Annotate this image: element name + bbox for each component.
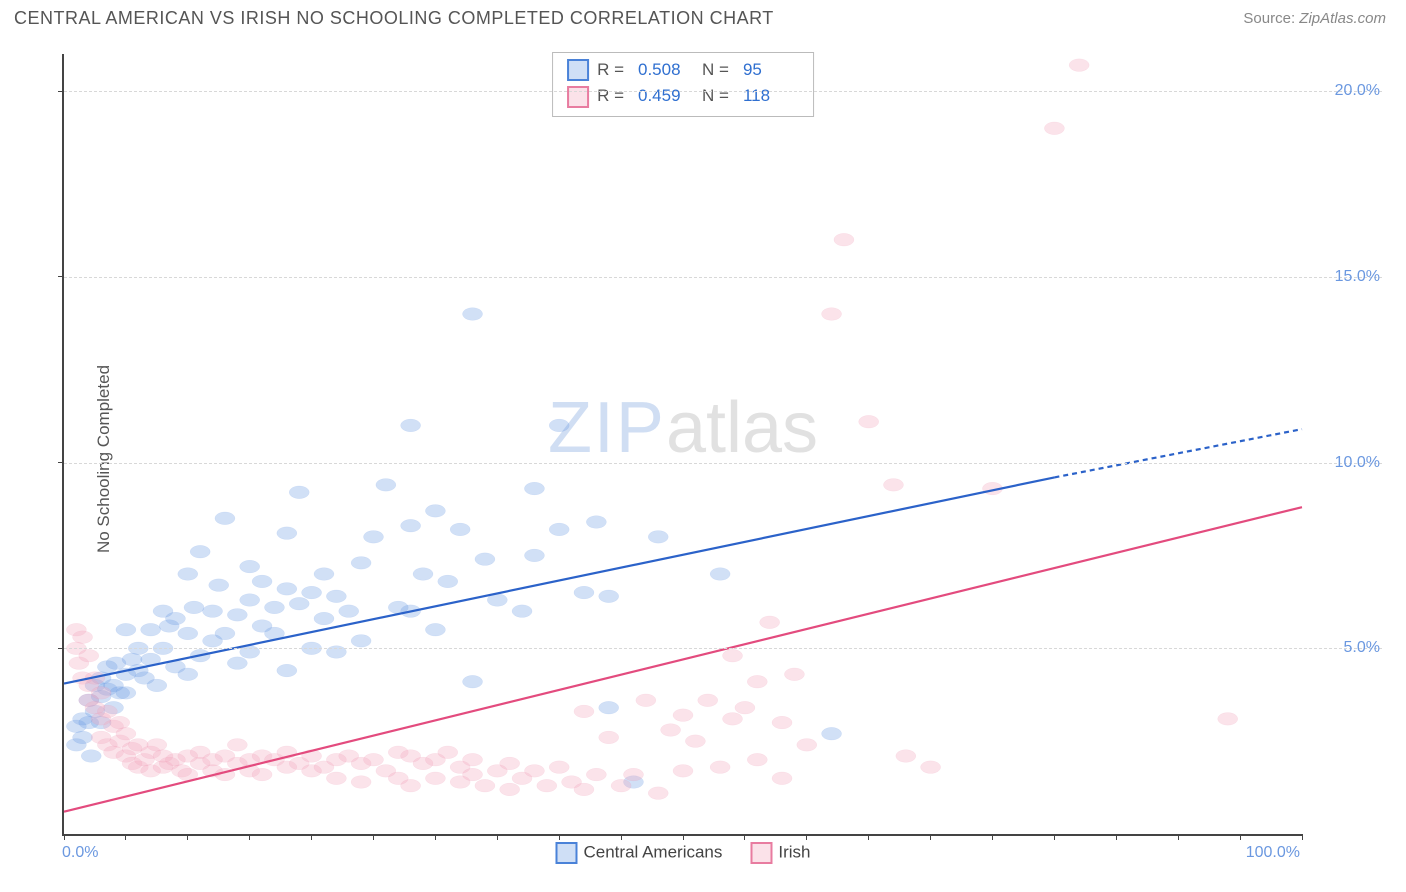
x-tick-label: 0.0% [62,844,98,862]
x-tick-mark [1302,834,1303,840]
x-tick-mark [1054,834,1055,840]
x-tick-mark [249,834,250,840]
x-tick-mark [187,834,188,840]
y-tick-label: 10.0% [1335,454,1380,472]
legend-label: Irish [778,842,810,861]
chart-header: CENTRAL AMERICAN VS IRISH NO SCHOOLING C… [0,0,1406,33]
gridline-h [64,463,1382,464]
source-label: Source: [1243,10,1295,27]
legend-n-value: 118 [743,83,793,109]
series-legend: Central Americans Irish [555,842,810,864]
x-tick-mark [930,834,931,840]
legend-row-irish: R = 0.459 N = 118 [567,83,799,109]
gridline-h [64,277,1382,278]
x-tick-label: 100.0% [1246,844,1300,862]
regression-line-central_americans [64,477,1054,683]
legend-n-label: N = [702,57,729,83]
y-tick-label: 5.0% [1344,639,1380,657]
legend-item-central_americans: Central Americans [555,842,722,864]
source-value: ZipAtlas.com [1299,10,1386,27]
x-tick-mark [683,834,684,840]
x-tick-mark [1116,834,1117,840]
x-tick-mark [868,834,869,840]
legend-swatch-icon [567,86,589,108]
x-tick-mark [435,834,436,840]
regression-line-irish [64,507,1302,812]
legend-swatch-icon [567,59,589,81]
x-tick-mark [621,834,622,840]
x-tick-mark [64,834,65,840]
gridline-h [64,91,1382,92]
x-tick-mark [744,834,745,840]
legend-row-central_americans: R = 0.508 N = 95 [567,57,799,83]
gridline-h [64,648,1382,649]
legend-r-label: R = [597,83,624,109]
legend-r-label: R = [597,57,624,83]
x-tick-mark [992,834,993,840]
y-tick-label: 15.0% [1335,268,1380,286]
legend-swatch-icon [750,842,772,864]
legend-label: Central Americans [583,842,722,861]
chart-title: CENTRAL AMERICAN VS IRISH NO SCHOOLING C… [14,8,774,29]
x-tick-mark [311,834,312,840]
x-tick-mark [1178,834,1179,840]
legend-swatch-icon [555,842,577,864]
x-tick-mark [373,834,374,840]
legend-item-irish: Irish [750,842,810,864]
x-tick-mark [806,834,807,840]
chart-area: No Schooling Completed ZIPatlas R =0.508… [14,40,1392,878]
x-tick-mark [1240,834,1241,840]
correlation-legend: R = 0.508 N = 95 R = 0.459 N = 118 [552,52,814,117]
x-tick-mark [497,834,498,840]
x-tick-mark [559,834,560,840]
regression-lines-layer [64,54,1302,834]
legend-r-value: 0.508 [638,57,688,83]
plot-region: ZIPatlas R =0.508N =95R =0.459N =118 Cen… [62,54,1302,836]
x-tick-mark [125,834,126,840]
legend-n-value: 95 [743,57,793,83]
legend-n-label: N = [702,83,729,109]
y-tick-label: 20.0% [1335,82,1380,100]
regression-extrap-central_americans [1054,429,1302,477]
legend-r-value: 0.459 [638,83,688,109]
source-attribution: Source: ZipAtlas.com [1243,10,1386,27]
